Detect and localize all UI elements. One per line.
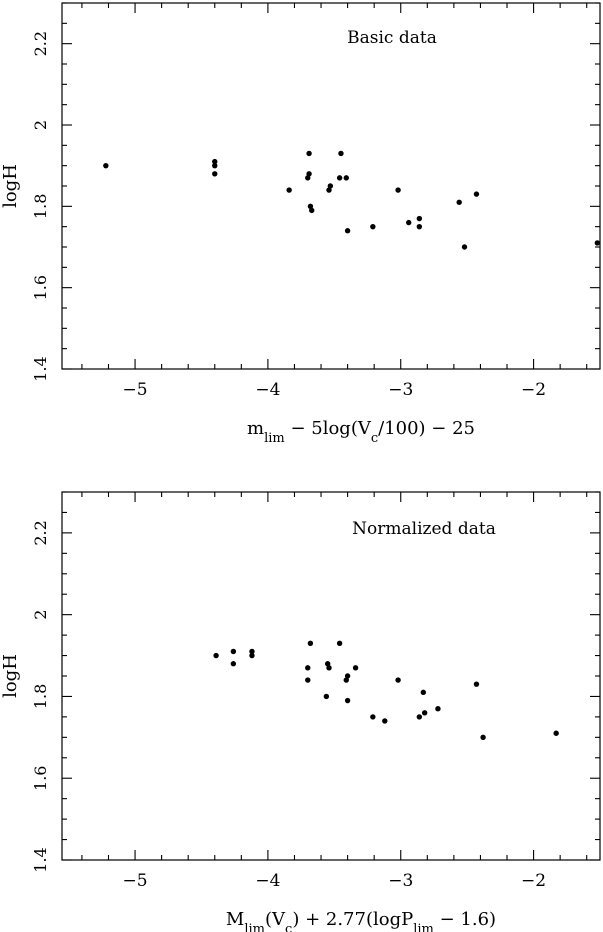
data-point (370, 223, 376, 230)
plot-frame (61, 491, 601, 861)
data-point (249, 652, 255, 659)
data-point (309, 207, 315, 214)
data-point (456, 199, 462, 205)
y-tick-label: 1.6 (31, 275, 50, 300)
data-point (323, 693, 330, 700)
x-axis-label: mlim − 5log(Vc/100) − 25 (247, 418, 475, 446)
data-point (305, 175, 311, 181)
top-panel: −5 −4 −3 −2 1.4 1.6 1.8 2 2.2 logH mlim − 5log(Vc/… (0, 2, 601, 446)
data-point (326, 665, 332, 671)
data-point (326, 187, 332, 193)
data-point (338, 150, 344, 157)
x-tick-label: −4 (255, 871, 280, 891)
data-point (395, 187, 401, 193)
data-point (230, 648, 237, 655)
data-point (213, 652, 219, 659)
panel-annotation: Basic data (347, 28, 437, 48)
x-tick-label: −5 (123, 380, 148, 400)
x-axis-label: Mlim(Vc) + 2.77(logPlim − 1.6) (226, 909, 496, 932)
data-point (553, 730, 559, 736)
data-point (212, 158, 218, 165)
data-point (480, 734, 486, 741)
data-point (305, 677, 311, 683)
y-axis-label: logH (0, 654, 21, 698)
data-point (416, 215, 423, 222)
data-point (336, 175, 343, 181)
panel-annotation: Normalized data (352, 519, 496, 539)
y-tick-label: 1.6 (31, 765, 50, 790)
data-point (382, 718, 388, 724)
x-tick-label: −3 (388, 380, 413, 400)
data-point (307, 640, 314, 646)
y-tick-label: 1.4 (31, 356, 50, 381)
data-point (286, 187, 292, 193)
x-tick-label: −5 (123, 871, 148, 891)
data-point (370, 714, 376, 720)
y-tick-label: 1.8 (31, 194, 50, 219)
y-axis-label: logH (0, 164, 21, 208)
y-tick-label: 2 (31, 120, 50, 130)
data-point (435, 706, 441, 712)
data-point (406, 219, 412, 226)
x-tick-label: −4 (255, 380, 280, 400)
data-point (473, 681, 480, 687)
data-point (352, 665, 359, 671)
data-point (416, 223, 423, 230)
data-point (343, 175, 349, 181)
bottom-panel: −5 −4 −3 −2 1.4 1.6 1.8 2 2.2 logH Mlim(Vc) + 2.77… (0, 491, 601, 932)
y-tick-label: 1.8 (31, 684, 50, 709)
y-tick-label: 1.4 (31, 847, 50, 872)
data-point (336, 640, 343, 646)
data-point (344, 228, 351, 234)
data-point (306, 171, 312, 177)
data-point (473, 191, 480, 197)
data-point (344, 673, 351, 679)
x-tick-label: −2 (521, 380, 546, 400)
data-point (420, 689, 427, 696)
data-point (212, 171, 218, 177)
y-tick-label: 2 (31, 610, 50, 620)
data-point (305, 665, 311, 671)
x-tick-label: −2 (521, 871, 546, 891)
data-point (324, 661, 331, 667)
x-tick-label: −3 (388, 871, 413, 891)
y-tick-label: 2.2 (31, 31, 50, 56)
y-tick-label: 2.2 (31, 520, 50, 545)
data-point (249, 648, 255, 655)
data-point (416, 714, 423, 720)
data-point (212, 162, 218, 169)
data-point (594, 240, 601, 246)
data-point (461, 244, 468, 250)
data-point (343, 677, 349, 683)
data-point (395, 677, 401, 683)
data-point (306, 150, 312, 157)
data-point (327, 183, 334, 189)
data-point (421, 710, 428, 716)
data-point (307, 203, 314, 210)
data-point (103, 162, 109, 169)
data-point (344, 697, 351, 704)
data-point (230, 661, 237, 667)
